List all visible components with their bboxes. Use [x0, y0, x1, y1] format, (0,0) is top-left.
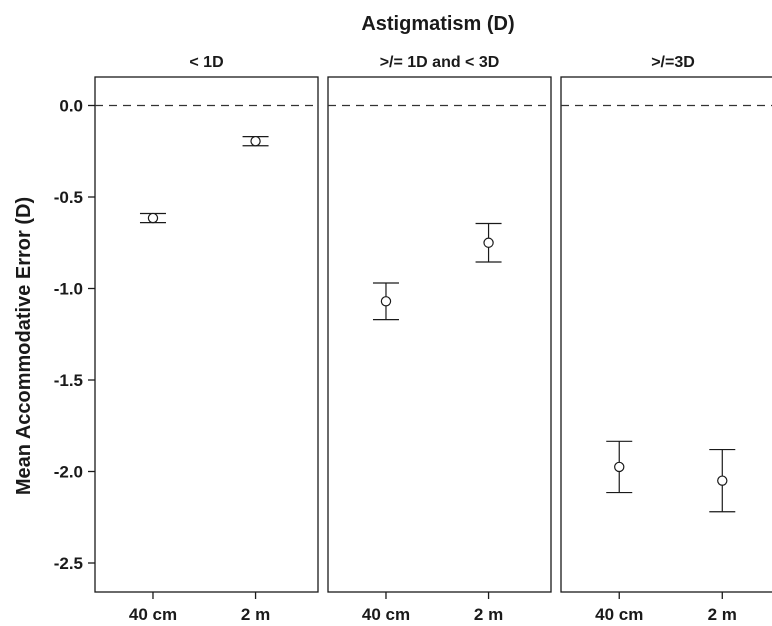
data-point-group: [606, 440, 633, 494]
y-tick-label: -1.0: [54, 280, 83, 299]
data-point: [147, 212, 159, 224]
panel-label: >/=3D: [651, 54, 695, 71]
panel: >/=3D 40 cm 2 m: [560, 54, 772, 624]
data-point: [717, 475, 728, 486]
y-axis-label: Mean Accommodative Error (D): [13, 197, 35, 495]
panel-label: < 1D: [189, 54, 223, 71]
panel-frame: [327, 76, 552, 593]
chart-title: Astigmatism (D): [361, 13, 514, 35]
y-tick-label: -1.5: [54, 371, 83, 390]
data-point-group: [475, 222, 502, 263]
panel: < 1D 40 cm 2 m: [94, 54, 319, 624]
data-point: [380, 296, 392, 307]
x-tick-label: 40 cm: [595, 605, 643, 624]
y-axis: 0.0 -0.5 -1.0 -1.5 -2.0 -2.5: [54, 97, 95, 573]
data-point: [250, 135, 261, 147]
y-tick-label: 0.0: [59, 97, 83, 116]
data-point: [483, 237, 494, 248]
x-tick-label: 2 m: [474, 605, 503, 624]
data-point-group: [139, 212, 166, 224]
y-tick-label: -2.5: [54, 554, 83, 573]
panel-frame: [560, 76, 772, 593]
data-point-group: [709, 448, 736, 513]
data-point-group: [372, 282, 399, 321]
panel-label: >/= 1D and < 3D: [380, 54, 500, 71]
y-tick-label: -0.5: [54, 188, 83, 207]
y-tick-label: -2.0: [54, 463, 83, 482]
x-tick-label: 2 m: [241, 605, 270, 624]
panel: >/= 1D and < 3D 40 cm 2 m: [327, 54, 552, 624]
data-point: [614, 461, 625, 473]
data-point-group: [242, 135, 269, 147]
x-tick-label: 2 m: [708, 605, 737, 624]
x-tick-label: 40 cm: [129, 605, 177, 624]
panel-frame: [94, 76, 319, 593]
x-tick-label: 40 cm: [362, 605, 410, 624]
